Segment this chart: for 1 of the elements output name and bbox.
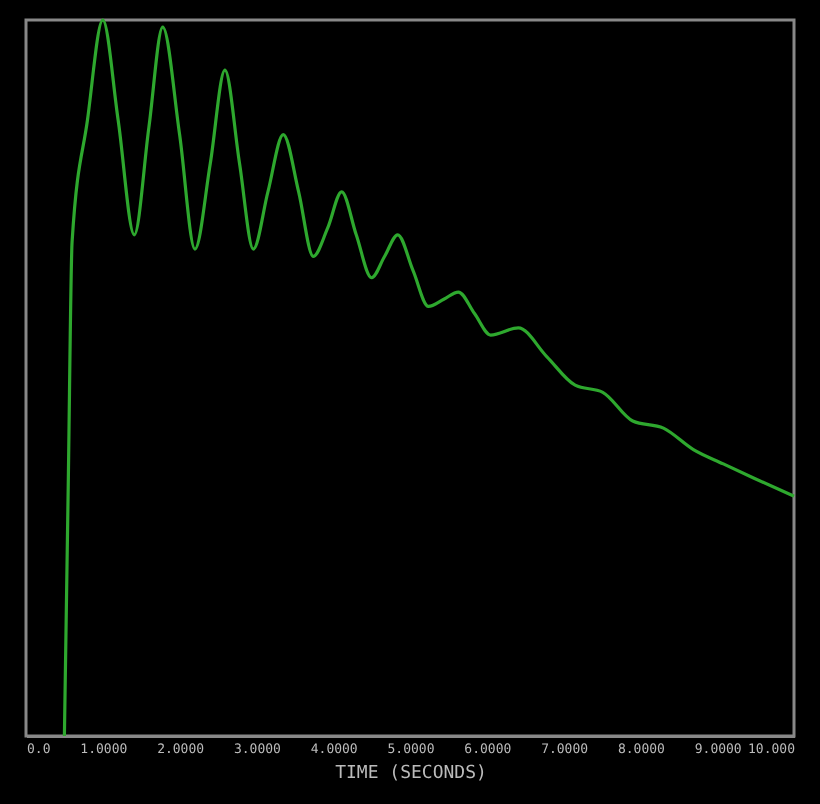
x-axis-title: TIME (SECONDS) [335,764,487,784]
